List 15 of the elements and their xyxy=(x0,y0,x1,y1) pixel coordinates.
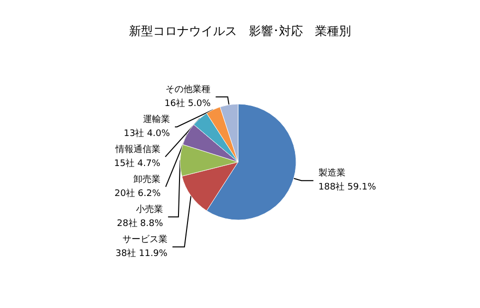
data-label: 13社 4.0% xyxy=(124,128,170,139)
data-label: 38社 11.9% xyxy=(116,248,168,259)
slice-label: 情報通信業 xyxy=(114,144,160,155)
data-label: 16社 5.0% xyxy=(164,98,212,109)
slice-label: 運輸業 xyxy=(142,114,170,125)
data-label: 188社 59.1% xyxy=(318,182,376,193)
data-label: 20社 6.2% xyxy=(114,188,162,199)
slice-label: 製造業 xyxy=(318,168,346,179)
data-label: 15社 4.7% xyxy=(114,158,161,169)
slice-label: サービス業 xyxy=(122,234,168,245)
chart-title: 新型コロナウイルス 影響･対応 業種別 xyxy=(129,24,351,38)
slice-label: 卸売業 xyxy=(134,174,161,185)
slice-label: 小売業 xyxy=(136,204,164,215)
data-label: 28社 8.8% xyxy=(116,218,164,229)
slice-label: その他業種 xyxy=(166,84,211,95)
